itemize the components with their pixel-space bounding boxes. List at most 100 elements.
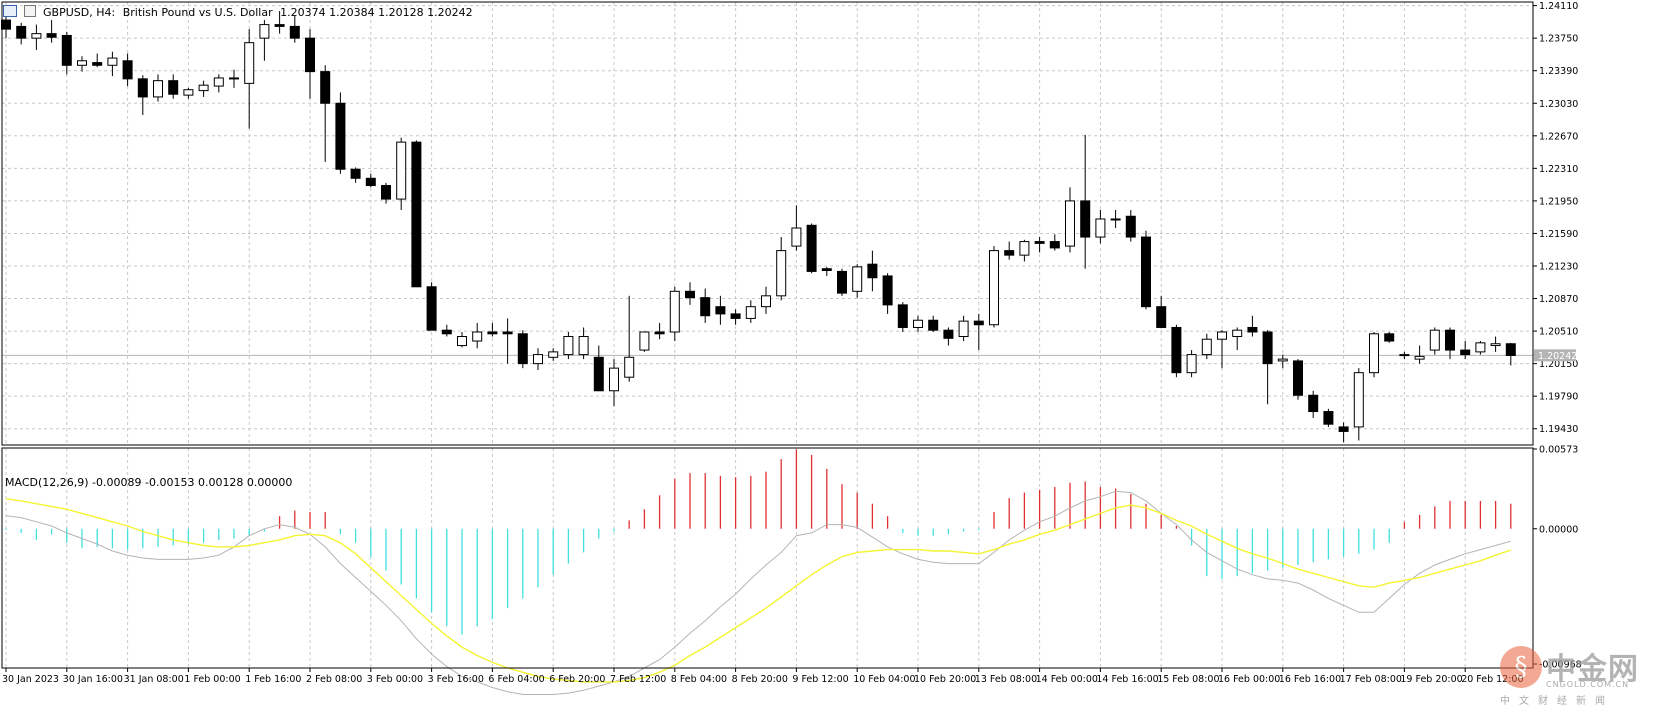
candle-body-bear xyxy=(1384,333,1395,342)
candle-body-bear xyxy=(92,62,103,66)
candle xyxy=(16,22,27,45)
candle-body-bear xyxy=(1,19,11,30)
candle xyxy=(1247,315,1258,337)
candle xyxy=(229,69,239,88)
candle-body-bull xyxy=(669,290,680,333)
candle xyxy=(335,92,346,174)
candle-body-bear xyxy=(943,329,954,339)
x-tick-label: 3 Feb 00:00 xyxy=(367,674,423,685)
candle-body-bear xyxy=(882,275,893,306)
current-price-label: 1.20242 xyxy=(1538,351,1577,362)
candle-body-bear xyxy=(502,331,513,335)
x-tick-label: 6 Feb 04:00 xyxy=(488,674,544,685)
candle xyxy=(46,20,57,43)
candle xyxy=(837,268,847,296)
candle-body-bull xyxy=(624,356,635,378)
chart-frame xyxy=(1,1,1534,669)
candle-body-bull xyxy=(472,331,483,342)
x-tick-label: 14 Feb 16:00 xyxy=(1096,674,1158,685)
candle-body-bear xyxy=(487,331,498,335)
chart-header: GBPUSD, H4: British Pound vs U.S. Dollar… xyxy=(3,5,473,19)
candle xyxy=(1034,237,1045,253)
x-tick-label: 13 Feb 08:00 xyxy=(975,674,1037,685)
candle xyxy=(669,286,680,342)
x-tick-label: 19 Feb 20:00 xyxy=(1400,674,1462,685)
candle-body-bear xyxy=(806,224,817,272)
candle xyxy=(776,237,787,301)
candle-body-bull xyxy=(745,306,756,319)
candle-body-bear xyxy=(350,168,361,179)
candle xyxy=(198,80,209,97)
candle xyxy=(107,51,118,77)
candle xyxy=(821,266,832,276)
y-tick-label: 1.21950 xyxy=(1539,196,1578,207)
candle xyxy=(1277,354,1288,369)
candle-body-bear xyxy=(335,102,346,170)
candle-body-bull xyxy=(244,42,255,84)
candle xyxy=(441,324,452,337)
candle xyxy=(639,331,650,352)
candle xyxy=(745,300,756,323)
candle-body-bear xyxy=(517,333,528,365)
candle xyxy=(77,56,87,72)
candle xyxy=(1217,330,1227,369)
candle-body-bear xyxy=(441,329,452,335)
candle-body-bull xyxy=(1065,200,1075,247)
macd-histogram xyxy=(5,449,1512,635)
candle-body-bear xyxy=(137,78,148,98)
candle xyxy=(761,286,771,314)
candle xyxy=(350,167,361,183)
chart-menu-icon[interactable] xyxy=(3,5,17,17)
macd-lines xyxy=(5,490,1512,695)
candle-body-bear xyxy=(928,319,939,331)
candle xyxy=(1065,187,1075,253)
candle-body-bear xyxy=(411,141,422,288)
candle-body-bear xyxy=(1080,200,1091,238)
candle-body-bear xyxy=(593,356,604,392)
x-tick-label: 1 Feb 16:00 xyxy=(245,674,301,685)
candle-body-bull xyxy=(989,250,999,326)
candle-body-bull xyxy=(198,84,209,92)
candle-body-bear xyxy=(274,24,285,27)
candles xyxy=(1,11,1516,443)
candle xyxy=(1399,351,1410,360)
axes: 1.24110 1.23750 1.23390 1.23030 1.22670 1.223… xyxy=(2,1,1582,685)
candle-body-bull xyxy=(578,336,589,356)
candle xyxy=(700,288,711,323)
candle-body-bull xyxy=(639,331,650,351)
y-tick-label: 1.23030 xyxy=(1539,99,1578,110)
candle-body-bull xyxy=(1217,331,1227,340)
candle xyxy=(31,24,42,50)
y-tick-label: 1.20870 xyxy=(1539,294,1578,305)
candle-body-bear xyxy=(381,185,391,200)
candle-body-bear xyxy=(837,270,847,294)
candle-body-bear xyxy=(122,60,133,80)
watermark-url: CNGOLD.COM.CN xyxy=(1546,680,1630,689)
candle xyxy=(654,322,665,340)
candle-body-bull xyxy=(1232,329,1243,338)
y-tick-label: 1.21230 xyxy=(1539,261,1578,272)
y-tick-label: 1.20150 xyxy=(1539,359,1578,370)
candle xyxy=(1095,209,1106,244)
macd-tick-label: 0.00573 xyxy=(1539,444,1578,455)
symbol-label: GBPUSD, H4: xyxy=(43,6,116,19)
candle xyxy=(685,282,695,305)
candle-body-bear xyxy=(1445,329,1455,351)
candle-body-bear xyxy=(1125,215,1136,238)
candle-body-bull xyxy=(1475,342,1486,353)
grid xyxy=(2,2,1533,668)
candle-body-bear xyxy=(1460,349,1471,356)
candle-body-bull xyxy=(1353,372,1364,428)
candle xyxy=(1384,331,1395,343)
candle-body-bear xyxy=(1505,343,1516,356)
signal-line xyxy=(5,498,1512,683)
candle-body-bear xyxy=(897,304,908,328)
candle xyxy=(867,250,878,292)
candle-body-bear xyxy=(289,25,300,39)
candle xyxy=(913,315,923,332)
candle xyxy=(487,322,498,337)
y-tick-label: 1.23390 xyxy=(1539,66,1578,77)
watermark: § 中金网 CNGOLD.COM.CN 中文财经新闻 xyxy=(1500,640,1650,707)
candle-body-bear xyxy=(1034,241,1045,244)
x-tick-label: 16 Feb 16:00 xyxy=(1279,674,1341,685)
